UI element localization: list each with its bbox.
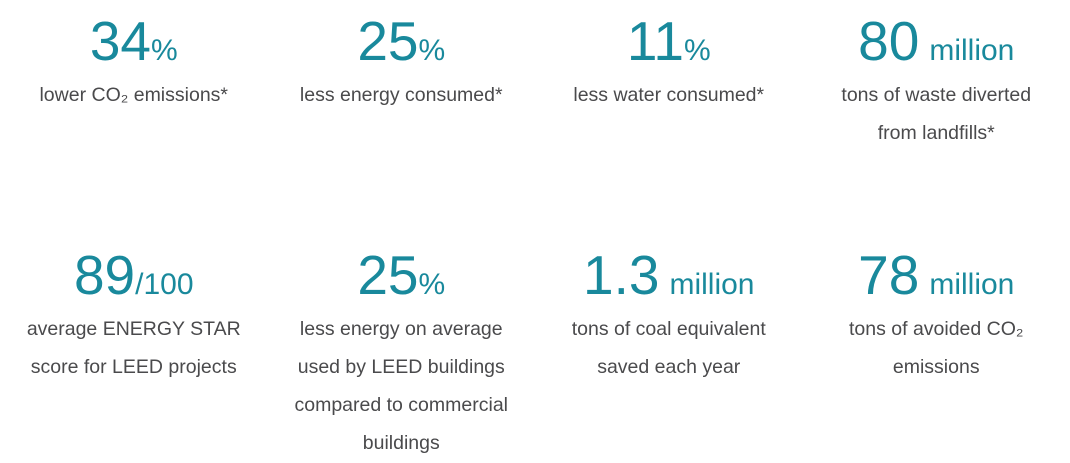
stat-suffix: million bbox=[929, 268, 1015, 301]
stat-number: 89 bbox=[73, 244, 136, 306]
stat-number: 25 bbox=[357, 244, 419, 306]
stat-number: 78 bbox=[858, 244, 920, 306]
stat-suffix: million bbox=[929, 34, 1015, 67]
stat-value: 25% bbox=[274, 10, 530, 72]
stat-caption: tons of coal equivalent saved each year bbox=[541, 310, 797, 386]
stat-value: 34% bbox=[6, 10, 262, 72]
stat-caption-line: saved each year bbox=[597, 356, 741, 379]
stat-card-avoided-co2: 78 million tons of avoided CO₂ emissions bbox=[803, 230, 1070, 462]
stat-caption-line: from landfills* bbox=[877, 122, 995, 145]
stat-caption: tons of waste diverted from landfills* bbox=[809, 76, 1065, 152]
stat-value: 80 million bbox=[809, 10, 1065, 72]
stat-value: 89/100 bbox=[6, 244, 262, 306]
stat-caption: lower CO₂ emissions* bbox=[6, 76, 262, 114]
stat-caption: tons of avoided CO₂ emissions bbox=[809, 310, 1065, 386]
stat-caption-line: emissions bbox=[892, 356, 980, 379]
stat-caption-line: tons of avoided CO₂ bbox=[848, 318, 1024, 341]
stat-number: 80 bbox=[858, 10, 920, 72]
stat-suffix: % bbox=[418, 34, 446, 67]
stat-value: 11% bbox=[541, 10, 797, 72]
stat-value: 78 million bbox=[809, 244, 1065, 306]
stat-suffix: % bbox=[683, 34, 711, 67]
stat-caption: less energy on average used by LEED buil… bbox=[274, 310, 530, 462]
stat-card-less-energy-average: 25% less energy on average used by LEED … bbox=[268, 230, 536, 462]
stat-caption-line: used by LEED buildings bbox=[297, 356, 505, 379]
stat-number: 25 bbox=[357, 10, 419, 72]
stat-caption-line: less energy on average bbox=[299, 318, 503, 341]
stat-caption: less water consumed* bbox=[541, 76, 797, 114]
stat-caption-line: tons of coal equivalent bbox=[571, 318, 766, 341]
stat-card-coal-saved: 1.3 million tons of coal equivalent saved… bbox=[535, 230, 803, 462]
stat-caption-line: less water consumed* bbox=[573, 84, 765, 107]
stat-caption: less energy consumed* bbox=[274, 76, 530, 114]
stat-caption-line: average ENERGY STAR bbox=[26, 318, 241, 341]
stat-card-energy-star-score: 89/100 average ENERGY STAR score for LEE… bbox=[0, 230, 268, 462]
stat-suffix: /100 bbox=[135, 268, 194, 301]
stat-card-waste-diverted: 80 million tons of waste diverted from la… bbox=[803, 10, 1070, 230]
stat-caption-line: less energy consumed* bbox=[299, 84, 503, 107]
stat-caption: average ENERGY STAR score for LEED proje… bbox=[6, 310, 262, 386]
stat-number: 34 bbox=[89, 10, 151, 72]
stat-number: 1.3 bbox=[583, 244, 660, 306]
stat-value: 1.3 million bbox=[541, 244, 797, 306]
stat-suffix: % bbox=[418, 268, 446, 301]
stat-card-lower-co2: 34% lower CO₂ emissions* bbox=[0, 10, 268, 230]
stat-caption-line: lower CO₂ emissions* bbox=[39, 84, 229, 107]
stat-card-less-water: 11% less water consumed* bbox=[535, 10, 803, 230]
stat-caption-line: tons of waste diverted bbox=[841, 84, 1032, 107]
stat-suffix: million bbox=[669, 268, 755, 301]
stat-caption-line: score for LEED projects bbox=[30, 356, 237, 379]
stat-caption-line: buildings bbox=[362, 432, 440, 455]
stat-value: 25% bbox=[274, 244, 530, 306]
stat-number: 11 bbox=[626, 10, 684, 72]
stat-card-less-energy: 25% less energy consumed* bbox=[268, 10, 536, 230]
stat-suffix: % bbox=[151, 34, 178, 67]
stat-caption-line: compared to commercial bbox=[294, 394, 509, 417]
